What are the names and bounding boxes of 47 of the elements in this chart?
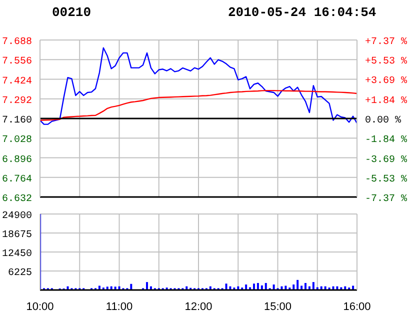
y2-tick-label: 0.00 %: [365, 116, 402, 126]
y-tick-label: 6.632: [2, 194, 32, 205]
bar: [284, 286, 287, 290]
y-tick-label: 6225: [8, 268, 32, 279]
y2-tick-label: +5.53 %: [365, 56, 408, 68]
x-tick-label: 11:00: [106, 300, 133, 313]
bar: [352, 286, 354, 290]
bar: [304, 282, 307, 290]
y-tick-label: 24900: [2, 211, 32, 222]
y2-tick-label: -7.37 %: [365, 194, 408, 205]
bar: [312, 282, 314, 290]
y-tick-label: 7.028: [2, 135, 32, 146]
bar: [292, 284, 295, 290]
bar: [272, 284, 275, 290]
y2-tick-label: -5.53 %: [365, 174, 408, 186]
y-tick-label: 6.764: [2, 174, 32, 186]
bar: [146, 282, 148, 290]
x-tick-label: 15:00: [264, 300, 292, 313]
y2-tick-label: +3.69 %: [365, 76, 408, 88]
y-tick-label: 7.688: [2, 37, 32, 48]
chart-title: 00210: [52, 5, 92, 20]
y-tick-label: 12450: [2, 249, 32, 260]
y2-tick-label: -3.69 %: [365, 154, 408, 166]
line-series: [40, 90, 357, 121]
y-tick-label: 6.896: [2, 154, 32, 166]
x-tick-label: 10:00: [26, 300, 54, 313]
y-tick-label: 7.424: [2, 76, 32, 88]
y-tick-label: 7.556: [2, 56, 32, 68]
y2-tick-label: +7.37 %: [365, 37, 408, 48]
bar: [225, 284, 228, 290]
bar: [264, 282, 267, 290]
bar: [256, 282, 259, 290]
line-series: [40, 47, 357, 125]
x-tick-label: 16:00: [343, 300, 371, 313]
bar: [130, 284, 132, 290]
y-tick-label: 7.160: [2, 116, 32, 126]
chart-subtitle: 2010-05-24 16:04:54: [228, 5, 376, 20]
x-tick-label: 12:00: [184, 300, 212, 313]
bar: [252, 284, 255, 290]
y2-tick-label: +1.84 %: [365, 96, 408, 107]
bar: [300, 286, 303, 290]
y-tick-label: 7.292: [2, 96, 32, 107]
bar: [245, 284, 248, 290]
bar: [296, 280, 299, 290]
y-tick-label: 18675: [2, 230, 32, 241]
y2-tick-label: -1.84 %: [365, 135, 408, 146]
bar: [98, 286, 100, 290]
